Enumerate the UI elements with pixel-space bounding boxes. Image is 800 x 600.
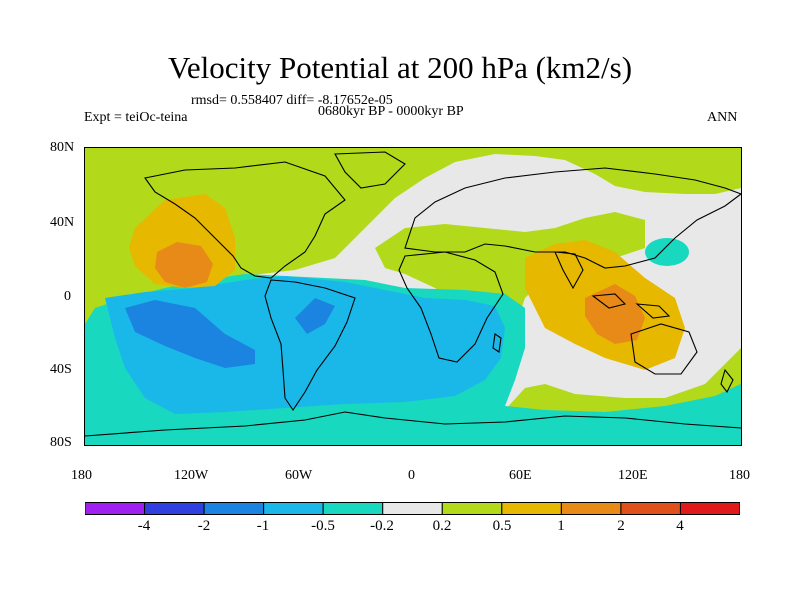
- colorbar-swatch: [144, 502, 205, 515]
- colorbar-label: 0.2: [432, 518, 452, 534]
- lat-tick: 40N: [50, 215, 75, 230]
- colorbar-label: -2: [197, 518, 211, 534]
- plot-title: Velocity Potential at 200 hPa (km2/s): [167, 50, 633, 85]
- colorbar-label: 1: [557, 518, 565, 534]
- colorbar-swatch: [203, 502, 265, 515]
- lon-tick: 180: [71, 468, 92, 483]
- lon-tick: 120E: [618, 468, 648, 483]
- colorbar-swatch: [501, 502, 562, 515]
- map-panel: [84, 147, 742, 446]
- stats-label: rmsd= 0.558407 diff= -8.17652e-05: [191, 93, 393, 108]
- lon-tick: 180: [729, 468, 750, 483]
- colorbar-label: -0.5: [311, 518, 335, 534]
- lon-tick: 60W: [285, 468, 313, 483]
- lat-tick: 80S: [50, 435, 72, 450]
- colorbar-swatch: [560, 502, 622, 515]
- coastlines: [85, 151, 741, 437]
- field-positive-weak: [453, 266, 477, 278]
- field-negative-strong: [295, 298, 335, 334]
- season-label: ANN: [707, 110, 738, 125]
- field-positive-strong: [585, 284, 645, 344]
- experiment-label: Expt = teiOc-teina: [84, 110, 188, 125]
- lon-tick: 120W: [174, 468, 209, 483]
- colorbar-label: 4: [676, 518, 684, 534]
- colorbar-swatch: [441, 502, 503, 515]
- colorbar-label: -1: [256, 518, 270, 534]
- colorbar: [85, 502, 740, 515]
- field-negative-weak: [645, 238, 689, 266]
- lat-tick: 40S: [50, 362, 72, 377]
- colorbar-label: 0.5: [492, 518, 512, 534]
- field-positive-strong: [155, 242, 213, 288]
- colorbar-swatch: [679, 502, 740, 515]
- colorbar-swatch: [382, 502, 443, 515]
- colorbar-swatch: [322, 502, 384, 515]
- colorbar-swatch: [620, 502, 681, 515]
- field-negative-strong: [125, 300, 255, 368]
- colorbar-label: -4: [137, 518, 151, 534]
- colorbar-swatch: [85, 502, 146, 515]
- lat-tick: 80N: [50, 140, 75, 155]
- contour-map: [85, 148, 741, 445]
- lon-tick: 0: [408, 468, 415, 483]
- lat-tick: 0: [64, 289, 71, 304]
- colorbar-swatch: [263, 502, 324, 515]
- period-label: 0680kyr BP - 0000kyr BP: [318, 104, 464, 119]
- lon-tick: 60E: [509, 468, 532, 483]
- colorbar-label: 2: [617, 518, 625, 534]
- field-negative-moderate: [105, 276, 505, 414]
- colorbar-label: -0.2: [370, 518, 394, 534]
